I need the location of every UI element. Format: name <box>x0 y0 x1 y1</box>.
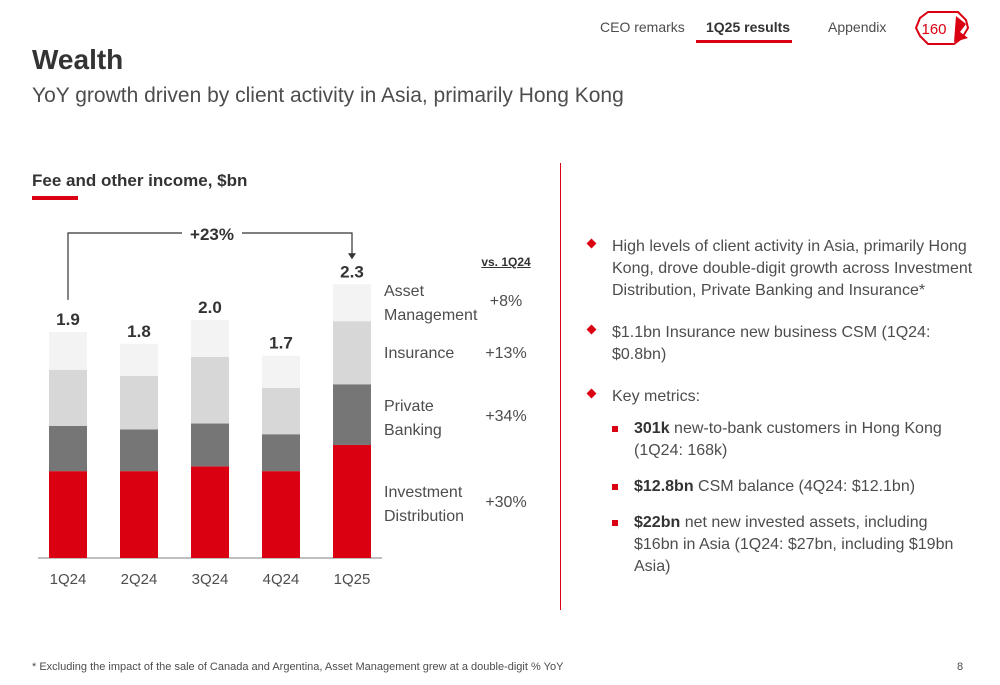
bar-segment-asset-management <box>49 331 87 370</box>
hsbc-160-logo: 160 <box>914 11 970 45</box>
change-asset-management: +8% <box>489 293 523 310</box>
bullet-text: High levels of client activity in Asia, … <box>612 238 973 299</box>
bullet-key-metrics: Key metrics: <box>586 386 973 408</box>
logo-text: 160 <box>921 21 946 38</box>
arrow-down-icon <box>348 253 356 260</box>
legend-insurance: Insurance <box>384 345 455 362</box>
metric-value: $22bn <box>634 514 681 531</box>
change-investment-distribution: +30% <box>485 494 527 511</box>
bar-segment-private-banking <box>49 425 87 472</box>
bar-segment-asset-management <box>262 355 300 388</box>
diamond-bullet-icon <box>586 238 597 249</box>
x-tick-label: 4Q24 <box>263 571 300 588</box>
metric-csm-balance: $12.8bn CSM balance (4Q24: $12.1bn) <box>612 476 973 498</box>
square-bullet-icon <box>612 426 618 432</box>
x-tick-label: 1Q25 <box>334 571 371 588</box>
bar-segment-asset-management <box>333 284 371 322</box>
bar-segment-asset-management <box>120 343 158 376</box>
nav-ceo-remarks[interactable]: CEO remarks <box>600 19 685 35</box>
bar-segment-investment-distribution <box>49 471 87 558</box>
bullet-insurance-csm: $1.1bn Insurance new business CSM (1Q24:… <box>586 322 973 366</box>
bullet-client-activity: High levels of client activity in Asia, … <box>586 236 973 302</box>
bar-segment-private-banking <box>120 429 158 472</box>
growth-bracket-right <box>242 232 353 255</box>
bar-total-label: 1.8 <box>127 322 151 341</box>
bar-total-label: 2.0 <box>198 298 222 317</box>
bar-segment-insurance <box>333 321 371 385</box>
change-private-banking: +34% <box>485 408 527 425</box>
page-title: Wealth <box>32 44 124 75</box>
nav-active-underline <box>696 40 792 43</box>
bar-segment-asset-management <box>191 320 229 357</box>
bar-segment-investment-distribution <box>120 471 158 558</box>
bar-total-label: 1.7 <box>269 334 293 353</box>
stacked-bar-chart: 1.9 1Q24 1.8 2Q24 2.0 3Q24 1.7 4Q24 2.3 1Q25 +23% <box>38 225 382 588</box>
metric-value: $12.8bn <box>634 478 694 495</box>
legend-asset-management: Asset Management <box>384 283 478 324</box>
x-tick-label: 3Q24 <box>192 571 229 588</box>
metric-text: new-to-bank customers in Hong Kong (1Q24… <box>634 420 942 459</box>
page-subtitle: YoY growth driven by client activity in … <box>32 84 624 107</box>
square-bullet-icon <box>612 484 618 490</box>
vertical-divider <box>560 163 561 610</box>
square-bullet-icon <box>612 520 618 526</box>
bar-segment-investment-distribution <box>262 471 300 558</box>
bar-segment-insurance <box>191 356 229 424</box>
legend-investment-distribution: Investment Distribution <box>384 484 465 525</box>
metric-text: CSM balance (4Q24: $12.1bn) <box>693 478 916 495</box>
bar-segment-investment-distribution <box>333 444 371 558</box>
chart-title: Fee and other income, $bn <box>32 171 248 190</box>
diamond-bullet-icon <box>586 324 597 335</box>
metric-value: 301k <box>634 420 670 437</box>
metric-text: net new invested assets, including $16bn… <box>634 514 954 575</box>
chart-title-underline <box>32 196 78 200</box>
legend-private-banking: Private Banking <box>384 398 442 439</box>
key-points: High levels of client activity in Asia, … <box>586 236 973 592</box>
bar-segment-insurance <box>120 375 158 430</box>
growth-annotation: +23% <box>190 225 234 244</box>
metric-new-customers: 301k new-to-bank customers in Hong Kong … <box>612 418 973 462</box>
diamond-bullet-icon <box>586 388 597 399</box>
metric-net-new-assets: $22bn net new invested assets, including… <box>612 512 973 578</box>
growth-bracket-left <box>67 232 182 300</box>
bar-segment-private-banking <box>191 423 229 467</box>
x-tick-label: 1Q24 <box>50 571 87 588</box>
change-insurance: +13% <box>485 345 527 362</box>
page-number: 8 <box>957 661 964 673</box>
bar-segment-insurance <box>262 387 300 435</box>
bar-total-label: 2.3 <box>340 262 364 281</box>
comparison-header: vs. 1Q24 <box>481 255 531 269</box>
nav-1q25-results[interactable]: 1Q25 results <box>706 19 791 35</box>
bullet-text: $1.1bn Insurance new business CSM (1Q24:… <box>612 324 931 363</box>
bar-segment-private-banking <box>333 384 371 445</box>
bar-segment-private-banking <box>262 434 300 472</box>
footnote: * Excluding the impact of the sale of Ca… <box>32 661 564 673</box>
bullet-text: Key metrics: <box>612 388 701 405</box>
bar-total-label: 1.9 <box>56 310 80 329</box>
bar-segment-insurance <box>49 369 87 426</box>
nav-appendix[interactable]: Appendix <box>828 19 887 35</box>
bar-segment-investment-distribution <box>191 466 229 558</box>
x-tick-label: 2Q24 <box>121 571 158 588</box>
